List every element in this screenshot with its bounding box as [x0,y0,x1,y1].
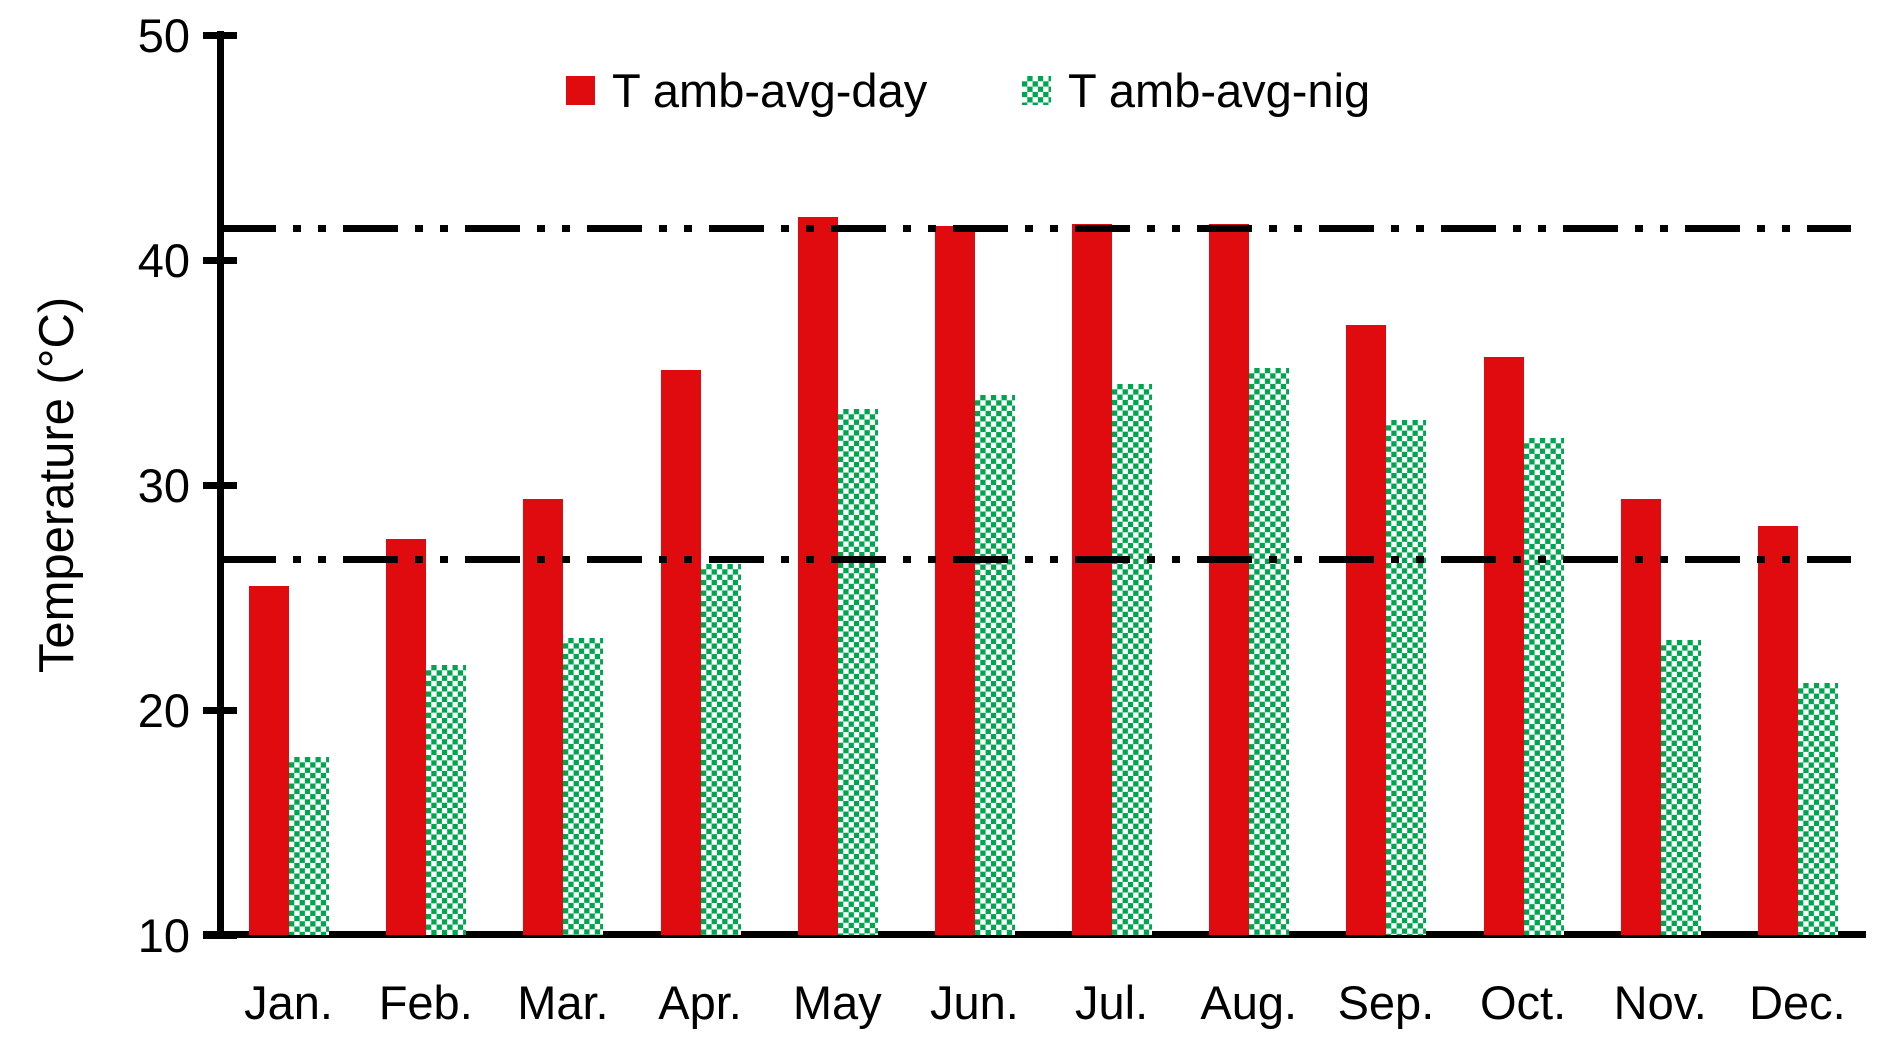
bar-day-mar [523,498,564,935]
x-axis-label-dec: Dec. [1749,976,1846,1029]
legend-night-swatch-icon [1022,75,1051,105]
bar-night-may [837,408,878,935]
legend-item-night: T amb-avg-nig [1022,62,1370,118]
x-axis-label-jan: Jan. [244,976,333,1029]
y-tick-50 [203,31,237,39]
bar-day-jan [249,586,289,935]
legend-day-swatch-icon [566,75,595,105]
bar-day-aug [1209,224,1250,935]
bar-day-dec [1757,525,1798,935]
bar-day-nov [1620,498,1661,935]
x-axis-label-jul: Jul. [1075,976,1149,1029]
bar-night-jun [974,395,1015,935]
x-axis-label-may: May [792,976,882,1029]
y-tick-30 [203,481,237,489]
bar-day-oct [1483,356,1524,935]
x-axis-label-jun: Jun. [929,976,1019,1029]
x-axis-label-oct: Oct. [1479,976,1567,1029]
bar-night-oct [1523,437,1564,935]
x-axis-label-mar: Mar. [517,976,609,1029]
y-tick-label-10: 10 [137,909,190,962]
bar-night-mar [563,638,604,935]
bar-night-aug [1249,368,1290,935]
bar-day-feb [386,539,427,935]
bar-night-apr [700,563,741,935]
bar-night-jan [289,757,329,935]
x-axis-label-aug: Aug. [1200,976,1298,1029]
bar-day-sep [1346,325,1387,935]
bar-day-may [797,217,838,935]
y-tick-40 [203,256,237,264]
bar-night-nov [1660,640,1701,935]
x-axis-label-feb: Feb. [378,976,473,1029]
bar-night-sep [1386,419,1427,935]
bar-night-jul [1112,383,1152,935]
x-axis-line [203,931,1866,938]
y-tick-20 [203,706,237,714]
legend-night-label: T amb-avg-nig [1068,63,1371,117]
reference-line-lower [221,555,1851,563]
plot-area: 10 20 30 40 50 Jan. Feb. Mar. Apr. May Jun. Jul. Aug… [138,12,1866,1026]
y-tick-label-40: 40 [137,234,190,287]
y-tick-10 [203,931,237,939]
bar-night-dec [1797,683,1838,935]
y-tick-label-50: 50 [137,9,190,62]
y-tick-label-20: 20 [137,684,190,737]
y-tick-label-30: 30 [137,459,190,512]
bar-day-jul [1072,224,1112,935]
legend-item-day: T amb-avg-day [566,62,927,118]
x-axis-label-sep: Sep. [1337,976,1435,1029]
bar-day-jun [934,226,975,935]
reference-line-upper [221,225,1851,232]
x-axis-label-nov: Nov. [1613,976,1707,1029]
x-axis-label-apr: Apr. [658,976,742,1029]
legend-day-label: T amb-avg-day [612,63,928,117]
bar-night-feb [426,665,467,935]
bar-day-apr [660,370,701,935]
